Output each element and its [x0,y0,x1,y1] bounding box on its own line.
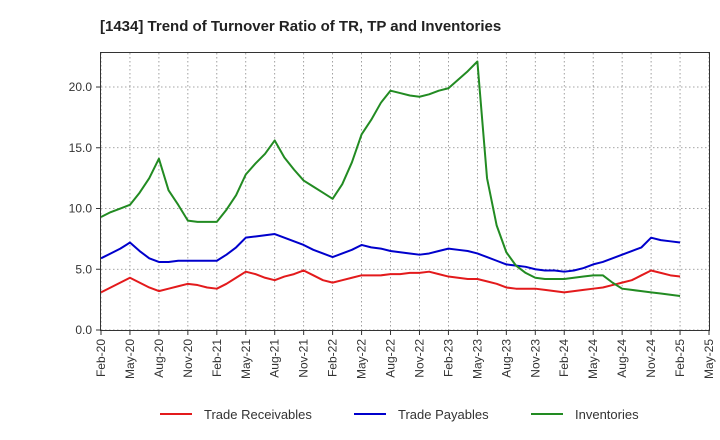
x-tick-label: Feb-20 [94,339,108,377]
y-tick-label: 20.0 [69,80,93,94]
x-tick-label: Nov-20 [181,339,195,378]
trade-payables-legend-label: Trade Payables [398,407,489,422]
x-tick-label: May-25 [702,339,716,379]
inventories-line [100,60,681,297]
y-tick-label: 15.0 [69,141,93,155]
x-tick-label: Feb-21 [210,339,224,377]
x-tick-label: May-22 [355,339,369,379]
x-tick-label: Aug-23 [499,339,513,378]
x-tick-label: Nov-21 [297,339,311,378]
series-lines [100,60,681,297]
y-axis: 0.0 5.0 10.0 15.0 20.0 [69,80,101,337]
x-tick-label: Aug-24 [615,339,629,378]
plot-frame [100,52,710,331]
x-tick-label: May-24 [586,339,600,379]
x-tick-label: Feb-22 [326,339,340,377]
legend: Trade Receivables Trade Payables Inventori… [160,407,639,422]
x-tick-label: Aug-22 [384,339,398,378]
x-tick-label: Aug-20 [152,339,166,378]
trade-receivables-legend-label: Trade Receivables [204,407,312,422]
x-tick-label: May-23 [470,339,484,379]
x-tick-label: May-21 [239,339,253,379]
y-tick-label: 5.0 [75,262,92,276]
x-tick-label: Feb-23 [441,339,455,377]
x-tick-label: Nov-22 [412,339,426,378]
trade-payables-line [100,233,681,273]
inventories-legend-label: Inventories [575,407,639,422]
x-tick-label: May-20 [123,339,137,379]
y-tick-label: 0.0 [75,323,92,337]
y-tick-label: 10.0 [69,202,93,216]
x-axis: Feb-20 May-20 Aug-20 Nov-20 Feb-21 May-21 Aug-… [94,330,716,379]
trade-receivables-line [100,269,681,294]
x-tick-label: Nov-24 [644,339,658,378]
x-tick-label: Nov-23 [528,339,542,378]
x-tick-label: Feb-24 [557,339,571,377]
x-tick-label: Aug-21 [268,339,282,378]
x-tick-label: Feb-25 [673,339,687,377]
chart-title: [1434] Trend of Turnover Ratio of TR, TP… [100,18,501,35]
